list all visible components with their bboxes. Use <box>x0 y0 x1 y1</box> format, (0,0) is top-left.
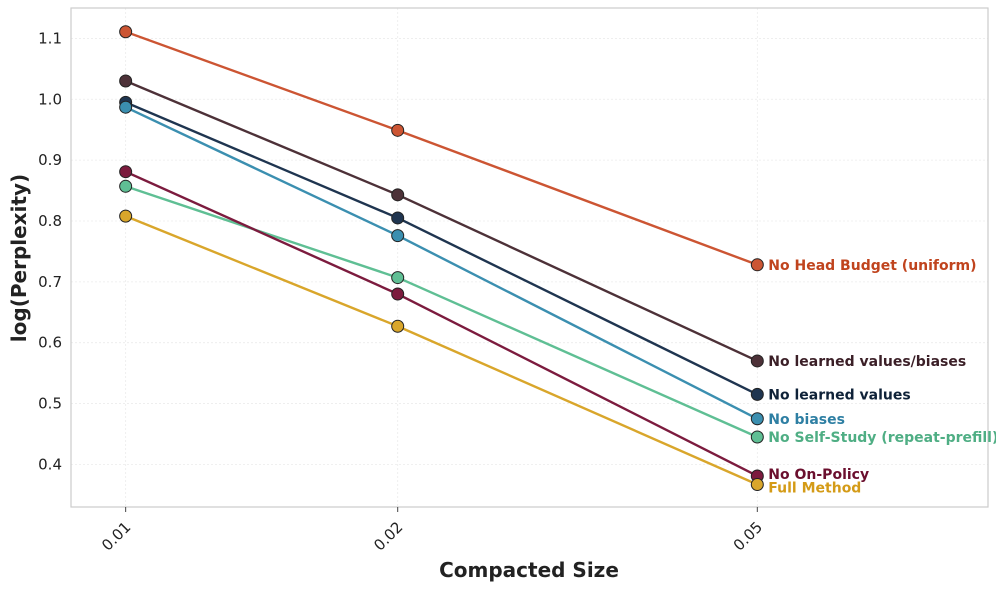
data-point <box>119 25 133 39</box>
data-point <box>391 188 405 202</box>
y-tick-label: 1.0 <box>38 90 62 108</box>
y-tick-label: 0.6 <box>38 334 62 352</box>
y-tick-label: 0.8 <box>38 212 62 230</box>
series-labels: No Head Budget (uniform) No learned value… <box>768 258 996 497</box>
y-tick-label: 1.1 <box>38 29 62 47</box>
data-point <box>750 412 764 426</box>
grid <box>71 8 988 507</box>
data-point <box>391 271 405 285</box>
data-point <box>391 211 405 225</box>
series-label: No learned values/biases <box>768 354 966 370</box>
plot-area-frame <box>70 7 989 508</box>
data-point <box>750 258 764 272</box>
series-no-biases <box>119 100 764 426</box>
series-lines <box>119 25 764 491</box>
data-point <box>750 477 764 491</box>
series-no-learned-values-biases <box>119 74 764 368</box>
x-axis-title: Compacted Size <box>439 558 619 582</box>
data-point <box>391 123 405 137</box>
series-label: No learned values <box>768 387 910 403</box>
series-no-self-study-repeat-prefill <box>119 179 764 444</box>
data-point <box>391 229 405 243</box>
y-tick-label: 0.4 <box>38 455 62 473</box>
series-label: No Self-Study (repeat-prefill) <box>768 430 996 446</box>
y-tick-label: 0.5 <box>38 395 62 413</box>
series-label: No biases <box>768 412 845 428</box>
series-label: No Head Budget (uniform) <box>768 258 976 274</box>
data-point <box>750 354 764 368</box>
data-point <box>391 287 405 301</box>
series-no-on-policy <box>119 165 764 483</box>
data-point <box>119 74 133 88</box>
data-point <box>750 387 764 401</box>
data-point <box>119 179 133 193</box>
series-label: Full Method <box>768 480 861 496</box>
data-point <box>119 209 133 223</box>
y-tick-label: 0.7 <box>38 273 62 291</box>
data-point <box>391 319 405 333</box>
data-point <box>119 100 133 114</box>
series-label: No On-Policy <box>768 467 869 483</box>
data-point <box>119 165 133 179</box>
y-tick-label: 0.9 <box>38 151 62 169</box>
y-axis-title: log(Perplexity) <box>7 174 31 342</box>
data-point <box>750 430 764 444</box>
series-full-method <box>119 209 764 491</box>
y-axis-ticks: 0.4 0.5 0.6 0.7 0.8 0.9 1.0 1.1 <box>38 29 62 473</box>
series-no-head-budget-uniform <box>119 25 764 272</box>
